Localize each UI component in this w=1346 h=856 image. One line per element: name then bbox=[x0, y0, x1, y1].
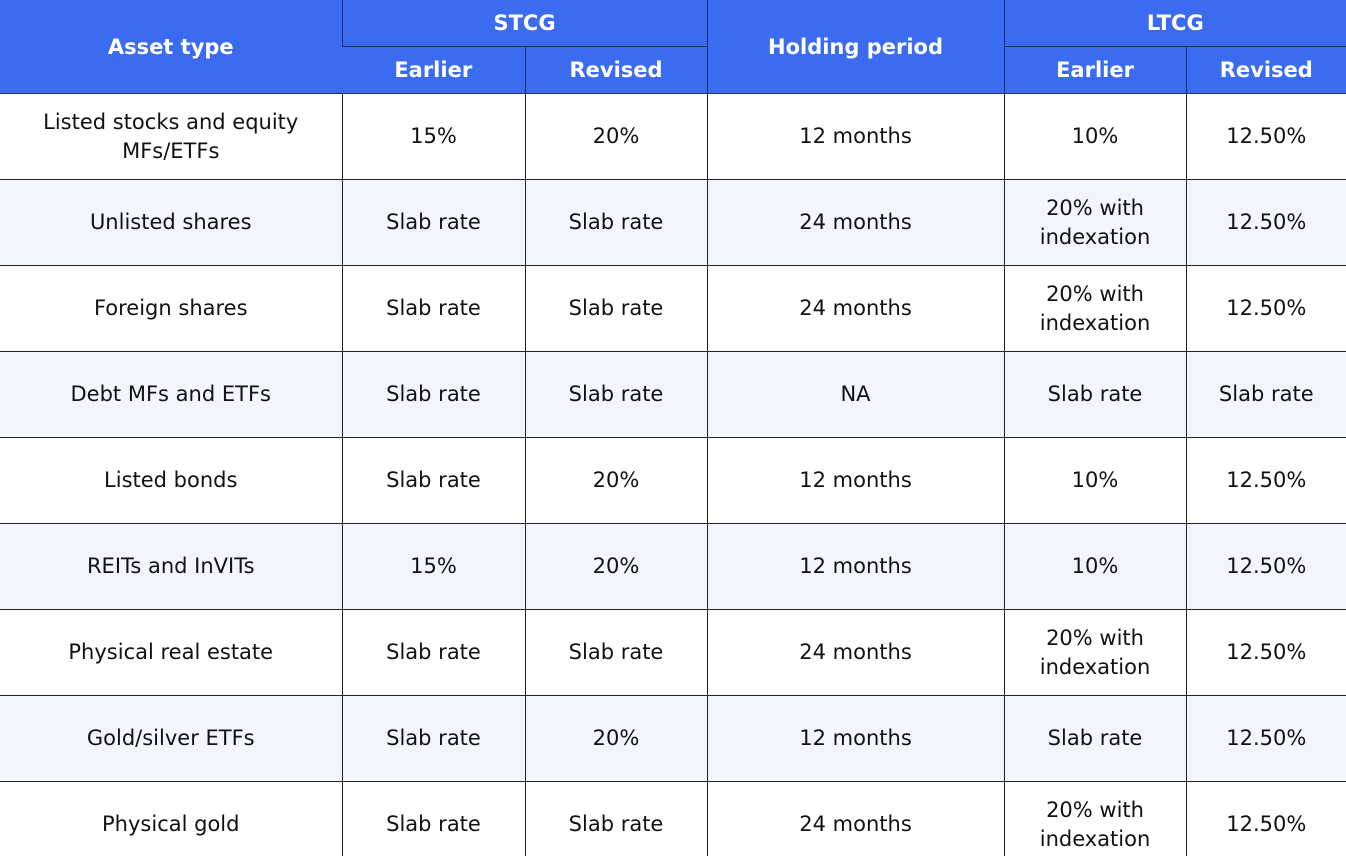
table-row: Listed stocks and equity MFs/ETFs 15% 20% 1… bbox=[0, 93, 1346, 180]
header-row-groups: Asset type STCG Holding period LTCG bbox=[0, 0, 1346, 94]
header-stcg: STCG bbox=[341, 0, 708, 47]
table-row: Physical gold Slab rate Slab rate 24 months… bbox=[0, 781, 1346, 856]
cell-stcg-earlier: Slab rate bbox=[341, 437, 525, 524]
cell-asset-type: Listed stocks and equity MFs/ETFs bbox=[0, 93, 342, 180]
cell-holding-period: 12 months bbox=[706, 437, 1005, 524]
table-row: Unlisted shares Slab rate Slab rate 24 mont… bbox=[0, 179, 1346, 266]
cell-ltcg-earlier: 10% bbox=[1003, 523, 1187, 610]
header-holding-period: Holding period bbox=[706, 0, 1005, 94]
table-row: Physical real estate Slab rate Slab rate 24… bbox=[0, 609, 1346, 696]
table-row: Listed bonds Slab rate 20% 12 months 10% 12.5… bbox=[0, 437, 1346, 524]
cell-stcg-revised: Slab rate bbox=[524, 265, 708, 352]
cell-ltcg-revised: 12.50% bbox=[1185, 609, 1346, 696]
cell-stcg-revised: Slab rate bbox=[524, 179, 708, 266]
cell-ltcg-revised: 12.50% bbox=[1185, 93, 1346, 180]
cell-ltcg-revised: 12.50% bbox=[1185, 265, 1346, 352]
cell-stcg-revised: 20% bbox=[524, 437, 708, 524]
cell-stcg-earlier: Slab rate bbox=[341, 351, 525, 438]
cell-holding-period: 24 months bbox=[706, 265, 1005, 352]
cell-ltcg-revised: 12.50% bbox=[1185, 695, 1346, 782]
header-ltcg-earlier: Earlier bbox=[1003, 46, 1187, 94]
header-stcg-earlier: Earlier bbox=[342, 46, 525, 94]
cell-holding-period: NA bbox=[706, 351, 1005, 438]
header-asset-type: Asset type bbox=[0, 0, 342, 94]
cell-stcg-revised: Slab rate bbox=[524, 609, 708, 696]
cell-asset-type: Gold/silver ETFs bbox=[0, 695, 342, 782]
cell-ltcg-earlier: 10% bbox=[1003, 437, 1187, 524]
cell-ltcg-revised: 12.50% bbox=[1185, 437, 1346, 524]
cell-asset-type: Unlisted shares bbox=[0, 179, 342, 266]
cell-ltcg-revised: 12.50% bbox=[1185, 179, 1346, 266]
cell-stcg-revised: 20% bbox=[524, 523, 708, 610]
table-row: Gold/silver ETFs Slab rate 20% 12 months Sla… bbox=[0, 695, 1346, 782]
cell-stcg-earlier: Slab rate bbox=[341, 781, 525, 856]
cell-asset-type: Physical gold bbox=[0, 781, 342, 856]
cell-asset-type: Foreign shares bbox=[0, 265, 342, 352]
header-row-subcolumns: Earlier Revised Earlier Revised bbox=[0, 46, 1346, 94]
cell-stcg-earlier: 15% bbox=[341, 93, 525, 180]
cell-stcg-revised: 20% bbox=[524, 93, 708, 180]
cell-holding-period: 12 months bbox=[706, 695, 1005, 782]
cell-asset-type: Listed bonds bbox=[0, 437, 342, 524]
cell-holding-period: 24 months bbox=[706, 781, 1005, 856]
cell-ltcg-revised: Slab rate bbox=[1185, 351, 1346, 438]
cell-stcg-earlier: Slab rate bbox=[341, 609, 525, 696]
cell-ltcg-revised: 12.50% bbox=[1185, 781, 1346, 856]
cell-stcg-revised: Slab rate bbox=[524, 351, 708, 438]
cell-ltcg-earlier: Slab rate bbox=[1003, 695, 1187, 782]
cell-ltcg-revised: 12.50% bbox=[1185, 523, 1346, 610]
cell-ltcg-earlier: 10% bbox=[1003, 93, 1187, 180]
header-ltcg-revised: Revised bbox=[1185, 46, 1346, 94]
table-row: Debt MFs and ETFs Slab rate Slab rate NA Sla… bbox=[0, 351, 1346, 438]
cell-ltcg-earlier: Slab rate bbox=[1003, 351, 1187, 438]
cell-asset-type: Debt MFs and ETFs bbox=[0, 351, 342, 438]
cell-asset-type: REITs and InVITs bbox=[0, 523, 342, 610]
cell-ltcg-earlier: 20% with indexation bbox=[1003, 781, 1187, 856]
cell-holding-period: 12 months bbox=[706, 523, 1005, 610]
cell-asset-type: Physical real estate bbox=[0, 609, 342, 696]
cell-holding-period: 24 months bbox=[706, 609, 1005, 696]
cell-stcg-earlier: 15% bbox=[341, 523, 525, 610]
cell-holding-period: 12 months bbox=[706, 93, 1005, 180]
cell-ltcg-earlier: 20% with indexation bbox=[1003, 179, 1187, 266]
cell-stcg-earlier: Slab rate bbox=[341, 179, 525, 266]
cell-holding-period: 24 months bbox=[706, 179, 1005, 266]
cell-ltcg-earlier: 20% with indexation bbox=[1003, 609, 1187, 696]
header-stcg-revised: Revised bbox=[524, 46, 708, 94]
header-ltcg: LTCG bbox=[1003, 0, 1346, 47]
cell-stcg-revised: Slab rate bbox=[524, 781, 708, 856]
cell-stcg-earlier: Slab rate bbox=[341, 265, 525, 352]
table-row: REITs and InVITs 15% 20% 12 months 10% 12.50% bbox=[0, 523, 1346, 610]
cell-stcg-earlier: Slab rate bbox=[341, 695, 525, 782]
table-header: Asset type STCG Holding period LTCG Earl… bbox=[0, 0, 1346, 94]
table-row: Foreign shares Slab rate Slab rate 24 month… bbox=[0, 265, 1346, 352]
table-body: Listed stocks and equity MFs/ETFs 15% 20% 1… bbox=[0, 93, 1346, 856]
cell-stcg-revised: 20% bbox=[524, 695, 708, 782]
cell-ltcg-earlier: 20% with indexation bbox=[1003, 265, 1187, 352]
